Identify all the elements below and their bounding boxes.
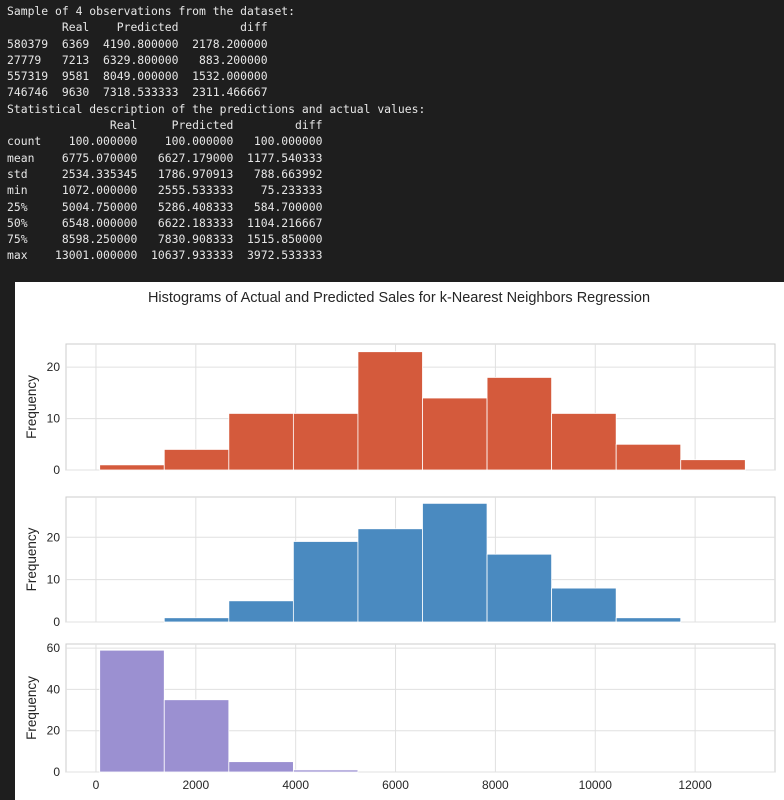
console-line: Statistical description of the predictio… xyxy=(7,101,426,116)
console-line: Sample of 4 observations from the datase… xyxy=(7,4,296,18)
histogram-bar xyxy=(551,587,617,623)
y-tick-label: 10 xyxy=(47,573,61,587)
x-tick-label: 6000 xyxy=(382,778,409,792)
chart-title: Histograms of Actual and Predicted Sales… xyxy=(148,290,650,306)
histogram-bar xyxy=(357,528,423,623)
y-tick-label: 0 xyxy=(53,463,60,477)
histogram-bar xyxy=(228,413,294,471)
console-line: Real Predicted diff xyxy=(7,20,268,35)
histogram-bar xyxy=(292,413,359,471)
y-tick-label: 0 xyxy=(53,615,60,629)
console-line: Real Predicted diff xyxy=(7,118,323,133)
histogram-bar xyxy=(228,600,294,623)
histogram-bar xyxy=(292,769,359,773)
console-line: 25% 5004.750000 5286.408333 584.700000 xyxy=(7,199,323,214)
x-tick-label: 2000 xyxy=(182,778,209,792)
histogram-bar xyxy=(163,699,230,773)
x-tick-label: 4000 xyxy=(282,778,309,792)
x-tick-label: 8000 xyxy=(482,778,509,792)
console-line: mean 6775.070000 6627.179000 1177.540333 xyxy=(7,150,323,165)
histogram-bar xyxy=(551,413,617,471)
histogram-bar xyxy=(292,541,359,623)
y-tick-label: 40 xyxy=(47,682,61,696)
y-tick-label: 20 xyxy=(47,724,61,738)
console-line: 27779 7213 6329.800000 883.200000 xyxy=(7,52,268,67)
console-line: 75% 8598.250000 7830.908333 1515.850000 xyxy=(7,232,323,247)
console-line: 746746 9630 7318.533333 2311.466667 xyxy=(7,85,268,100)
x-tick-label: 0 xyxy=(93,778,100,792)
console-line: max 13001.000000 10637.933333 3972.53333… xyxy=(7,248,323,263)
histogram-bar xyxy=(486,377,553,471)
histogram-bar xyxy=(163,449,230,471)
histogram-bar xyxy=(680,459,746,471)
console-line: 580379 6369 4190.800000 2178.200000 xyxy=(7,36,268,51)
console-line: min 1072.000000 2555.533333 75.233333 xyxy=(7,183,323,198)
histogram-bar xyxy=(615,617,682,623)
histogram-bar xyxy=(99,649,165,773)
y-tick-label: 60 xyxy=(47,641,61,655)
histogram-bar xyxy=(99,464,165,471)
histogram-bar xyxy=(615,443,682,471)
console-line: count 100.000000 100.000000 100.000000 xyxy=(7,134,323,149)
histogram-bar xyxy=(486,553,553,623)
console-line: std 2534.335345 1786.970913 788.663992 xyxy=(7,166,323,181)
x-tick-label: 12000 xyxy=(678,778,712,792)
histogram-figure: Histograms of Actual and Predicted Sales… xyxy=(15,282,784,800)
console-line: 50% 6548.000000 6622.183333 1104.216667 xyxy=(7,215,323,230)
histogram-bar xyxy=(163,617,230,623)
y-axis-label: Frequency xyxy=(24,676,39,740)
console-output: Sample of 4 observations from the datase… xyxy=(0,0,784,282)
y-tick-label: 20 xyxy=(47,530,61,544)
x-tick-label: 10000 xyxy=(579,778,613,792)
histogram-bar xyxy=(228,761,294,773)
histogram-bar xyxy=(422,397,488,471)
y-axis-label: Frequency xyxy=(24,375,39,439)
histogram-bar xyxy=(422,502,488,623)
y-tick-label: 10 xyxy=(47,412,61,426)
histogram-bar xyxy=(357,351,423,471)
y-tick-label: 0 xyxy=(53,765,60,779)
histogram-chart: Histograms of Actual and Predicted Sales… xyxy=(24,290,776,792)
y-axis-label: Frequency xyxy=(24,527,39,591)
y-tick-label: 20 xyxy=(47,360,61,374)
console-line: 557319 9581 8049.000000 1532.000000 xyxy=(7,69,268,84)
